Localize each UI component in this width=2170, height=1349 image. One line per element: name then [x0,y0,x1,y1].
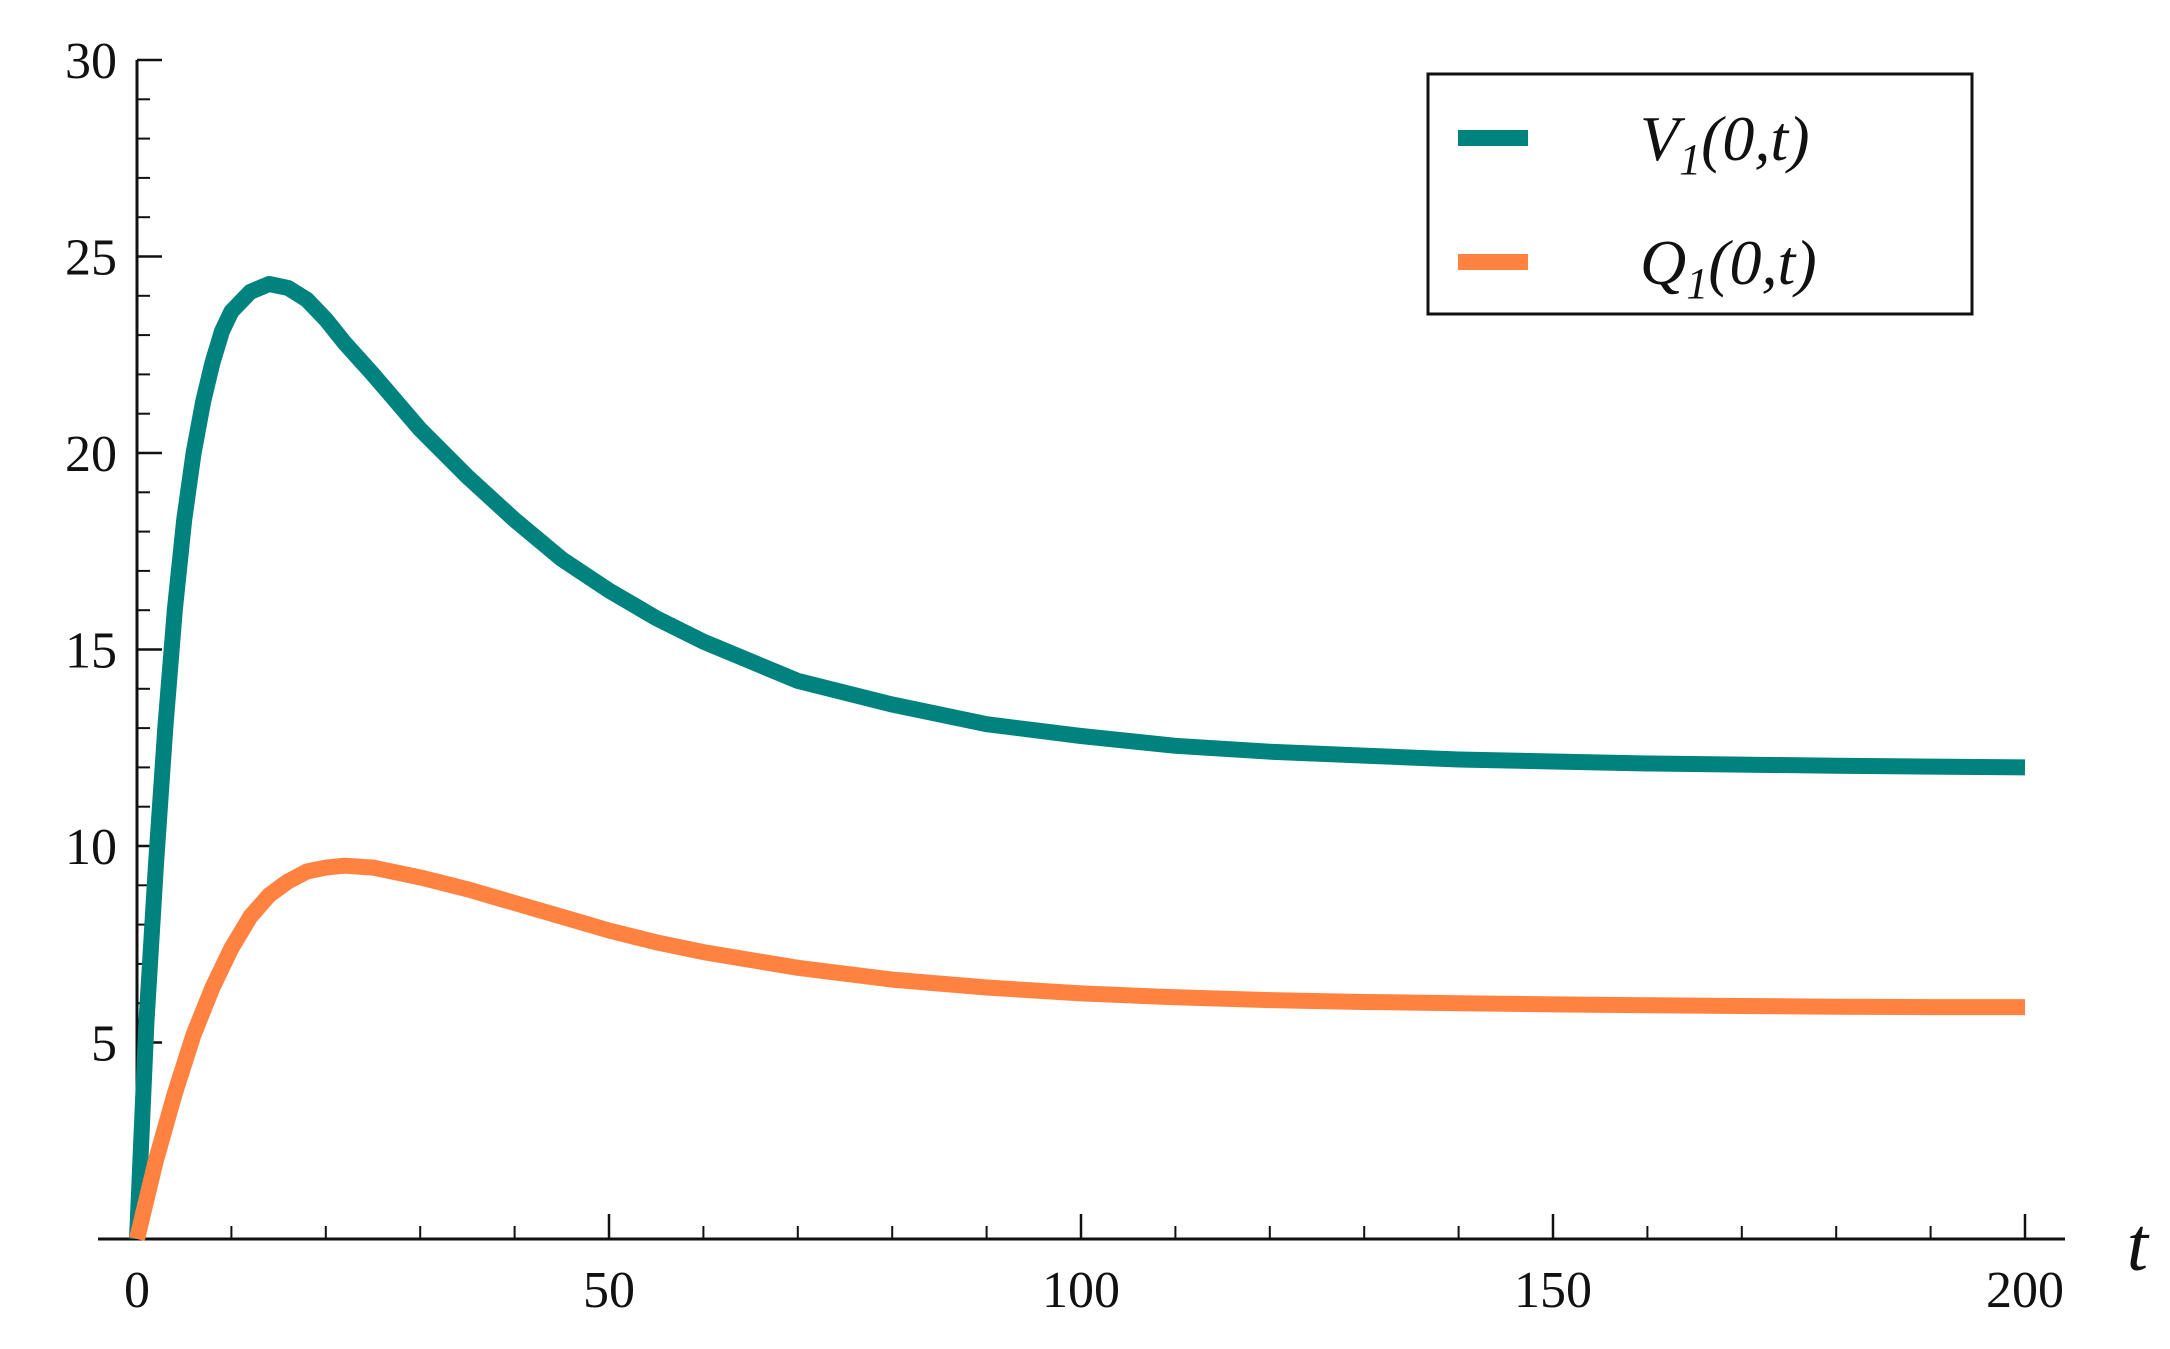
x-tick-label: 0 [124,1262,150,1319]
series-layer [129,276,2026,1241]
x-axis-title: t [2127,1203,2150,1287]
y-tick-label: 10 [65,819,117,876]
y-tick-label: 5 [91,1016,117,1073]
tick-labels: 0 50 100 150 200 5 10 15 20 25 30 [65,33,2064,1319]
legend-label: Q1(0,t) [1640,227,1817,308]
legend-frame [1426,72,1974,316]
y-tick-label: 30 [65,33,117,90]
x-tick-label: 100 [1042,1262,1120,1319]
y-tick-label: 20 [65,426,117,483]
legend-items: V1(0,t) Q1(0,t) [1458,103,1817,308]
y-tick-label: 15 [65,623,117,680]
series-line-v1 [129,276,2026,1240]
x-tick-label: 150 [1514,1262,1592,1319]
ticks [135,58,2027,1239]
x-tick-label: 200 [1986,1262,2064,1319]
legend: V1(0,t) Q1(0,t) [1426,72,1974,316]
x-tick-label: 50 [583,1262,635,1319]
y-tick-label: 25 [65,230,117,287]
legend-label: V1(0,t) [1640,103,1810,184]
series-line-q1 [129,857,2025,1241]
